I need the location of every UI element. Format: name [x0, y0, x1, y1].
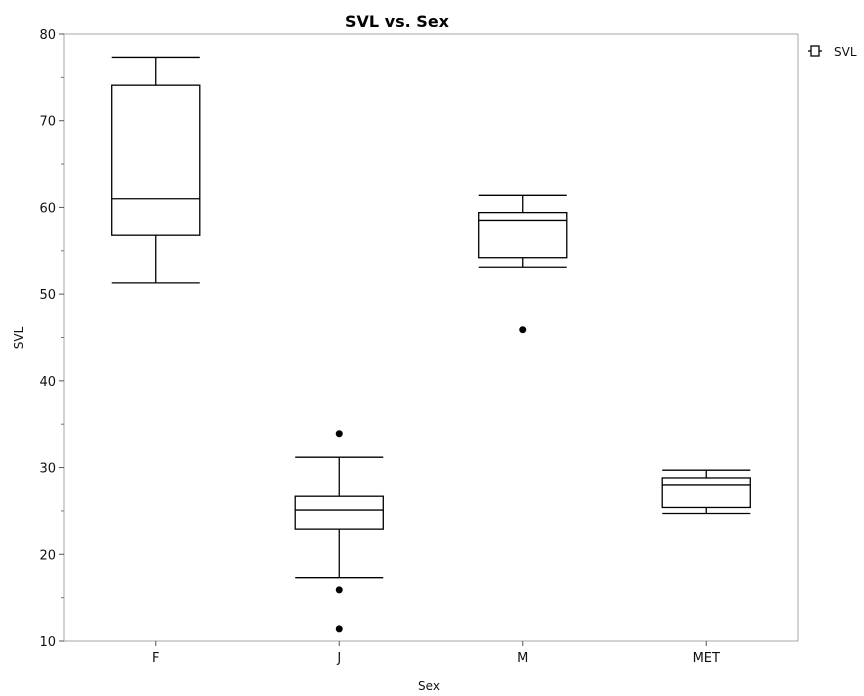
y-tick-label: 60 — [39, 201, 56, 216]
box-group-f — [111, 56, 201, 284]
y-axis: 10 20 30 40 50 60 70 80 — [39, 28, 64, 650]
iqr-box — [478, 211, 568, 259]
outlier-point — [519, 326, 527, 334]
x-tick-label: M — [517, 651, 528, 666]
y-tick-label: 30 — [39, 462, 56, 477]
iqr-box — [111, 84, 201, 236]
chart-title: SVL vs. Sex — [345, 12, 450, 31]
y-tick-label: 40 — [39, 375, 56, 390]
y-tick-label: 10 — [39, 635, 56, 650]
x-axis-label: Sex — [418, 679, 440, 693]
y-tick-label: 70 — [39, 115, 56, 130]
iqr-box — [294, 495, 384, 530]
x-axis: F J M MET — [152, 641, 720, 666]
legend-box-icon — [808, 45, 822, 57]
x-tick-label: MET — [693, 651, 720, 666]
outlier-point — [335, 430, 343, 438]
y-axis-label: SVL — [12, 326, 26, 349]
y-tick-label: 80 — [39, 28, 56, 43]
boxes — [111, 56, 751, 633]
x-tick-label: J — [336, 651, 341, 666]
y-tick-label: 50 — [39, 288, 56, 303]
x-tick-label: F — [152, 651, 159, 666]
outlier-point — [335, 625, 343, 633]
iqr-box — [661, 477, 751, 509]
y-tick-label: 20 — [39, 548, 56, 563]
legend-label: SVL — [834, 45, 857, 59]
outlier-point — [335, 586, 343, 594]
legend: SVL — [808, 45, 857, 59]
box-group-m — [478, 194, 568, 334]
box-group-j — [294, 430, 384, 633]
box-group-met — [661, 469, 751, 515]
